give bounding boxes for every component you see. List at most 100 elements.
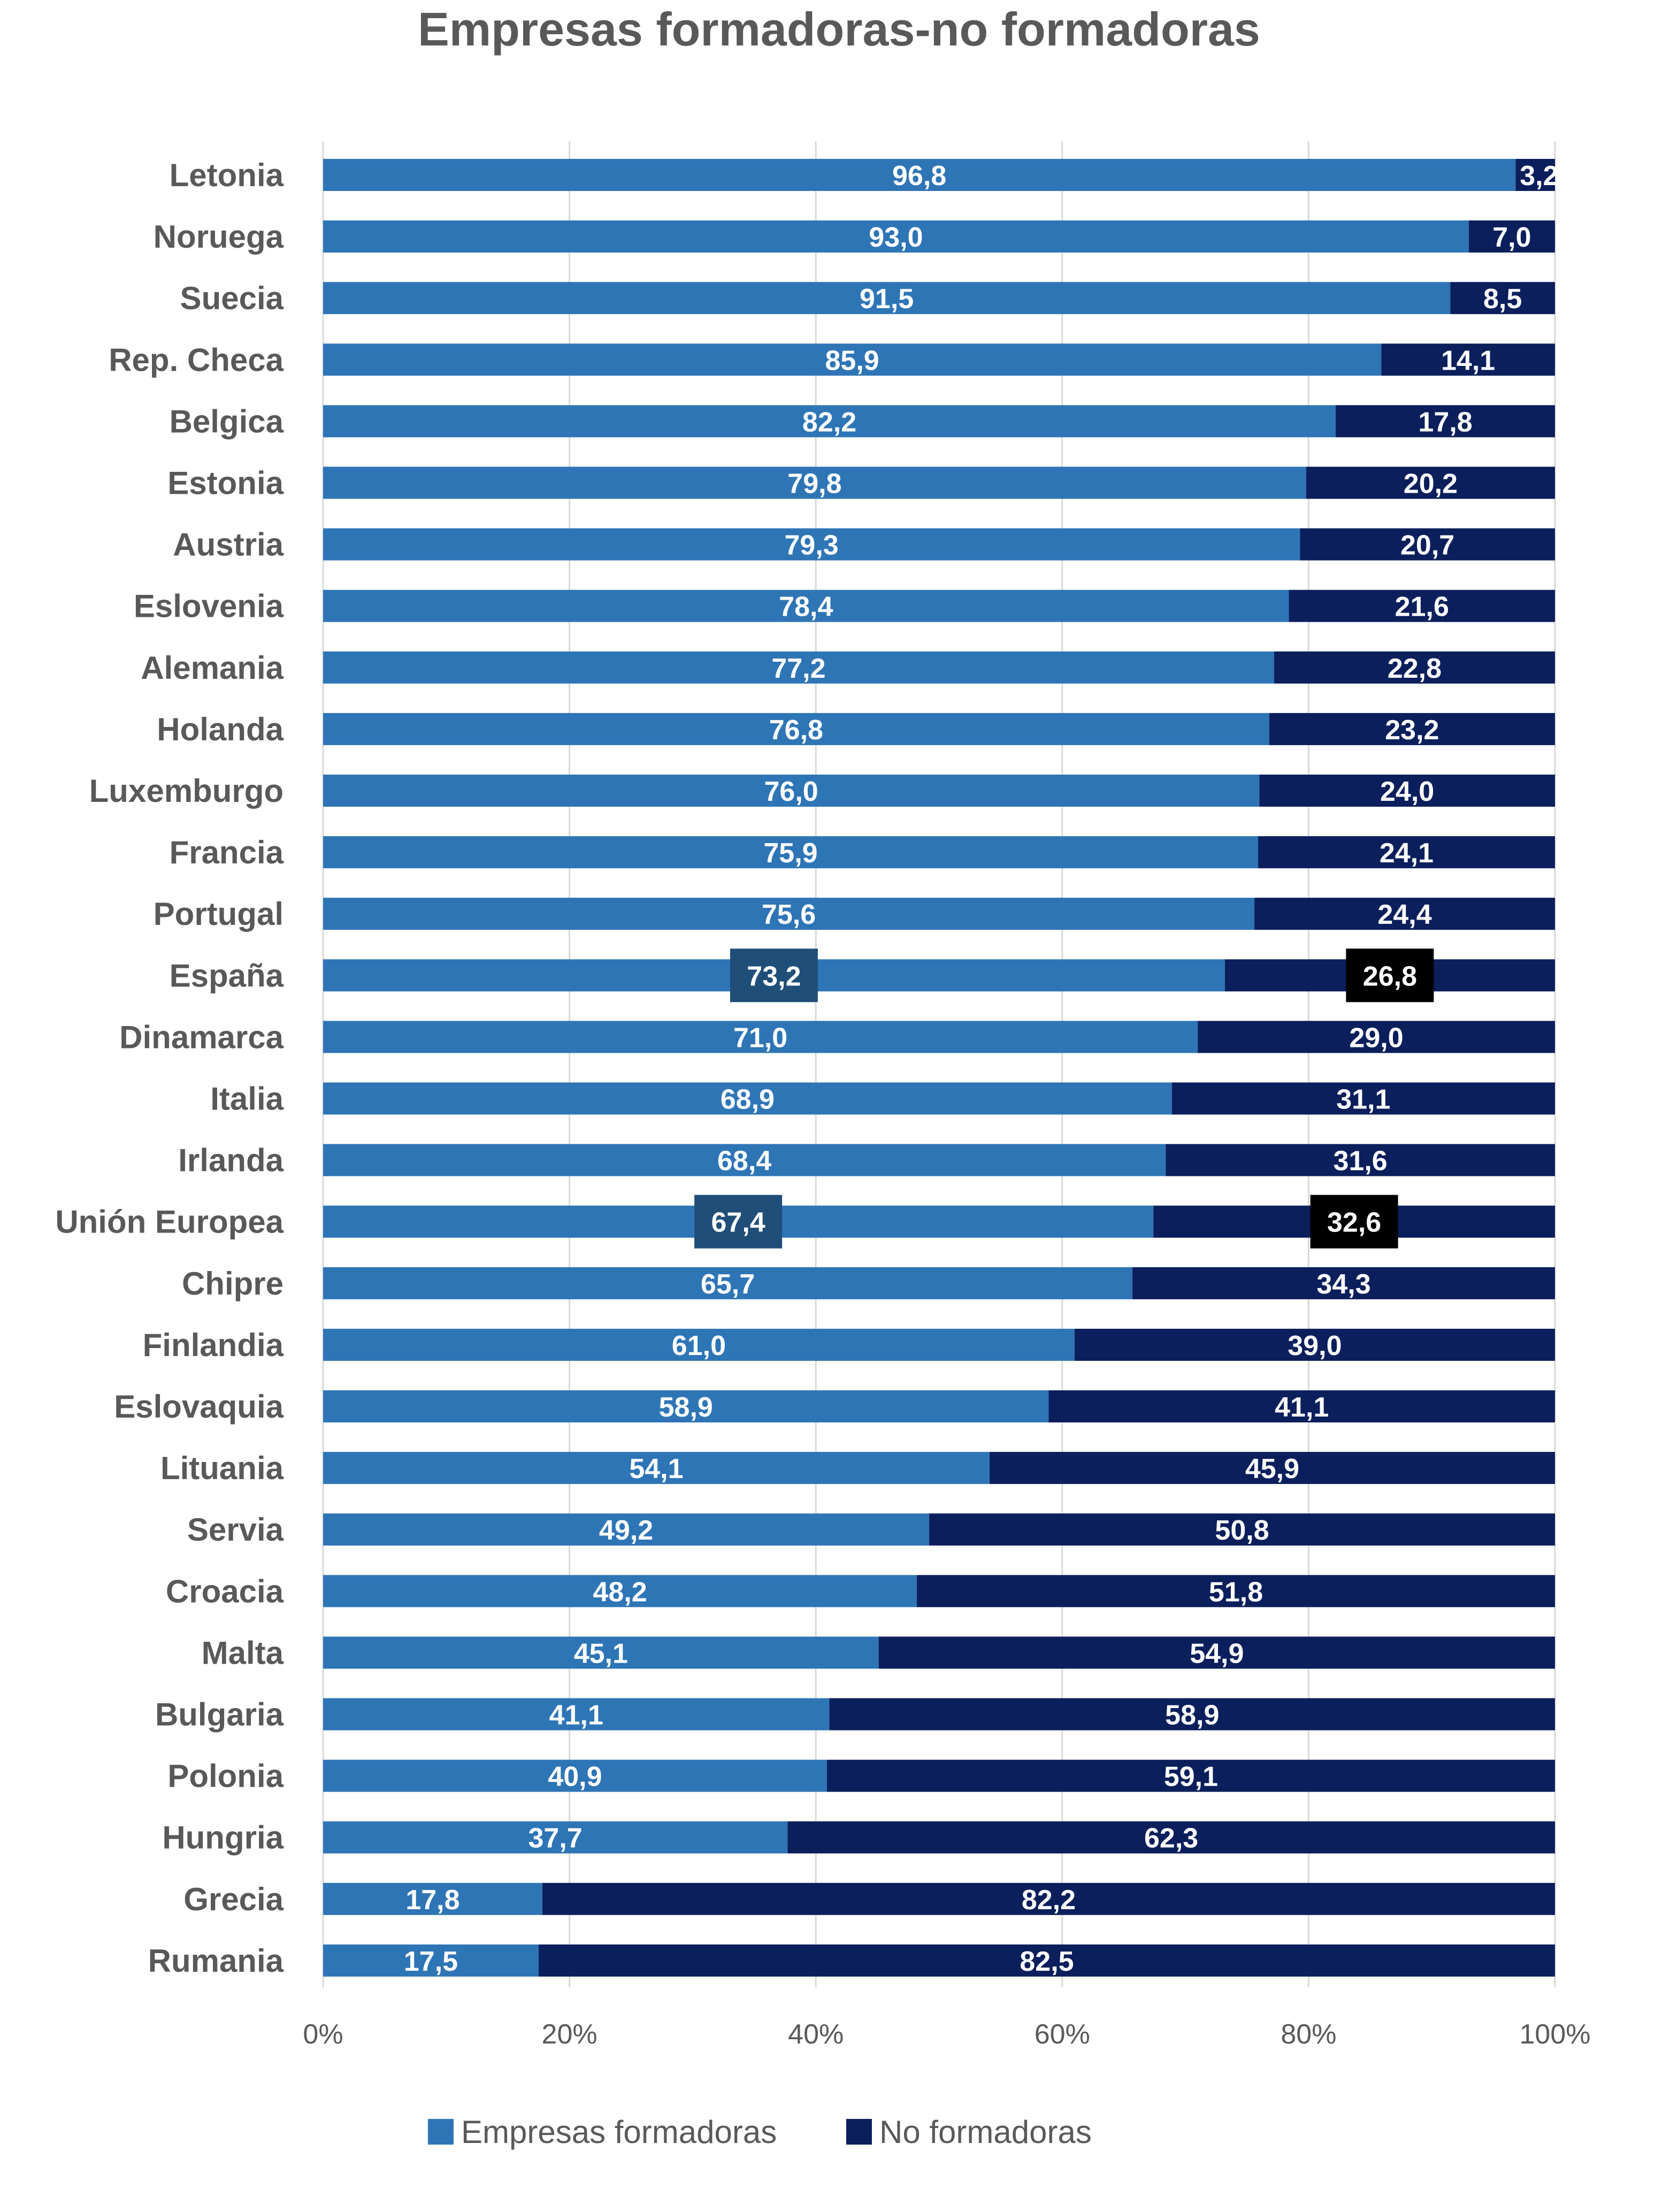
category-label: Noruega [154,219,284,255]
data-label-no-formadoras: 51,8 [1209,1576,1263,1608]
bar-no-formadoras [989,1452,1555,1484]
legend-label-formadoras: Empresas formadoras [461,2114,777,2150]
data-label-no-formadoras: 3,2 [1520,160,1558,192]
category-label: Suecia [180,280,284,316]
category-label: Malta [202,1635,284,1671]
bar-no-formadoras [1300,528,1555,561]
data-label-formadoras: 91,5 [860,284,914,315]
data-label-formadoras: 93,0 [869,222,923,253]
data-label-formadoras: 41,1 [549,1700,603,1731]
bar-empresas-formadoras [323,1698,830,1731]
data-label-formadoras: 77,2 [771,653,825,684]
category-label: España [170,958,284,993]
bar-empresas-formadoras [323,405,1336,438]
bar-empresas-formadoras [323,590,1289,622]
data-label-formadoras: 76,8 [769,715,823,746]
bar-empresas-formadoras [323,775,1260,807]
data-label-no-formadoras: 82,2 [1022,1885,1076,1916]
category-label: Croacia [166,1573,284,1609]
data-label-no-formadoras: 22,8 [1388,653,1442,684]
bar-no-formadoras [539,1944,1555,1977]
bar-no-formadoras [917,1575,1555,1608]
bar-empresas-formadoras [323,343,1382,376]
data-label-formadoras: 96,8 [892,160,946,192]
data-label-no-formadoras: 45,9 [1245,1453,1299,1484]
data-label-formadoras: 58,9 [659,1392,713,1423]
data-label-no-formadoras: 20,2 [1404,469,1458,500]
bar-no-formadoras [542,1882,1555,1915]
x-tick-label: 40% [788,2019,844,2050]
category-label: Irlanda [178,1143,284,1178]
bar-empresas-formadoras [323,1144,1166,1176]
gridlines [322,141,1556,1987]
category-label: Eslovenia [134,588,284,624]
bar-no-formadoras [1515,159,1555,191]
data-label-formadoras: 40,9 [548,1762,602,1793]
category-label: Rep. Checa [109,342,284,378]
category-label: Hungria [162,1820,284,1856]
bar-no-formadoras [878,1636,1555,1669]
legend: Empresas formadoras No formadoras [428,2114,1092,2150]
legend-swatch-no-formadoras [846,2119,872,2145]
category-label: Chipre [182,1266,284,1302]
data-label-no-formadoras: 50,8 [1215,1515,1269,1546]
data-label-no-formadoras: 14,1 [1441,345,1495,376]
bar-empresas-formadoras [323,898,1255,930]
category-label: Grecia [183,1881,284,1917]
data-label-formadoras: 78,4 [779,592,833,623]
data-label-no-formadoras: 17,8 [1418,407,1472,438]
bar-no-formadoras [1171,1082,1555,1115]
bar-no-formadoras [1306,466,1555,499]
bar-empresas-formadoras [323,528,1300,561]
data-label-no-formadoras: 24,0 [1380,776,1434,807]
data-label-no-formadoras: 39,0 [1288,1330,1342,1361]
data-label-formadoras: 17,8 [405,1885,459,1916]
data-label-formadoras: 75,6 [762,899,816,930]
bar-no-formadoras [1274,651,1555,684]
category-label: Lituania [160,1450,284,1486]
data-label-formadoras: 75,9 [763,838,817,869]
legend-label-no-formadoras: No formadoras [879,2114,1092,2150]
bar-empresas-formadoras [323,1328,1075,1361]
category-label: Eslovaquia [114,1389,284,1425]
data-label-no-formadoras: 41,1 [1275,1392,1329,1423]
data-label-formadoras: 68,4 [717,1146,771,1177]
data-label-formadoras: 17,5 [404,1946,458,1977]
bar-no-formadoras [1048,1390,1555,1422]
data-label-no-formadoras: 31,1 [1336,1084,1390,1115]
data-label-formadoras: 79,3 [785,530,839,561]
category-label: Luxemburgo [89,773,284,809]
data-label-formadoras: 48,2 [593,1576,647,1608]
category-label: Polonia [167,1758,284,1794]
data-label-formadoras: 61,0 [672,1330,726,1361]
category-label: Italia [210,1081,284,1117]
category-label: Finlandia [143,1327,284,1363]
data-label-no-formadoras: 34,3 [1316,1269,1370,1300]
bar-empresas-formadoras [323,1636,879,1669]
bar-no-formadoras [1381,343,1555,376]
category-label: Letonia [170,157,284,193]
data-label-formadoras: 73,2 [747,961,801,992]
bar-empresas-formadoras [323,1944,539,1977]
bar-no-formadoras [829,1698,1555,1731]
bar-empresas-formadoras [323,1821,788,1854]
data-label-no-formadoras: 29,0 [1349,1022,1403,1053]
bar-empresas-formadoras [323,1390,1049,1422]
bar-no-formadoras [787,1821,1555,1854]
category-labels: Letonia Noruega Suecia Rep. Checa Belgica Est… [55,157,284,1979]
bar-no-formadoras [1450,282,1555,315]
data-label-no-formadoras: 32,6 [1327,1207,1381,1238]
bar-empresas-formadoras [323,651,1274,684]
category-label: Servia [187,1512,284,1548]
category-label: Dinamarca [119,1019,284,1055]
bar-empresas-formadoras [323,220,1469,253]
bar-empresas-formadoras [323,282,1451,315]
data-label-no-formadoras: 54,9 [1190,1638,1244,1669]
data-label-formadoras: 67,4 [711,1207,765,1238]
data-label-no-formadoras: 58,9 [1165,1700,1219,1731]
data-label-formadoras: 49,2 [599,1515,653,1546]
bar-empresas-formadoras [323,1759,827,1792]
bar-no-formadoras [1132,1267,1555,1299]
data-label-formadoras: 65,7 [701,1269,755,1300]
